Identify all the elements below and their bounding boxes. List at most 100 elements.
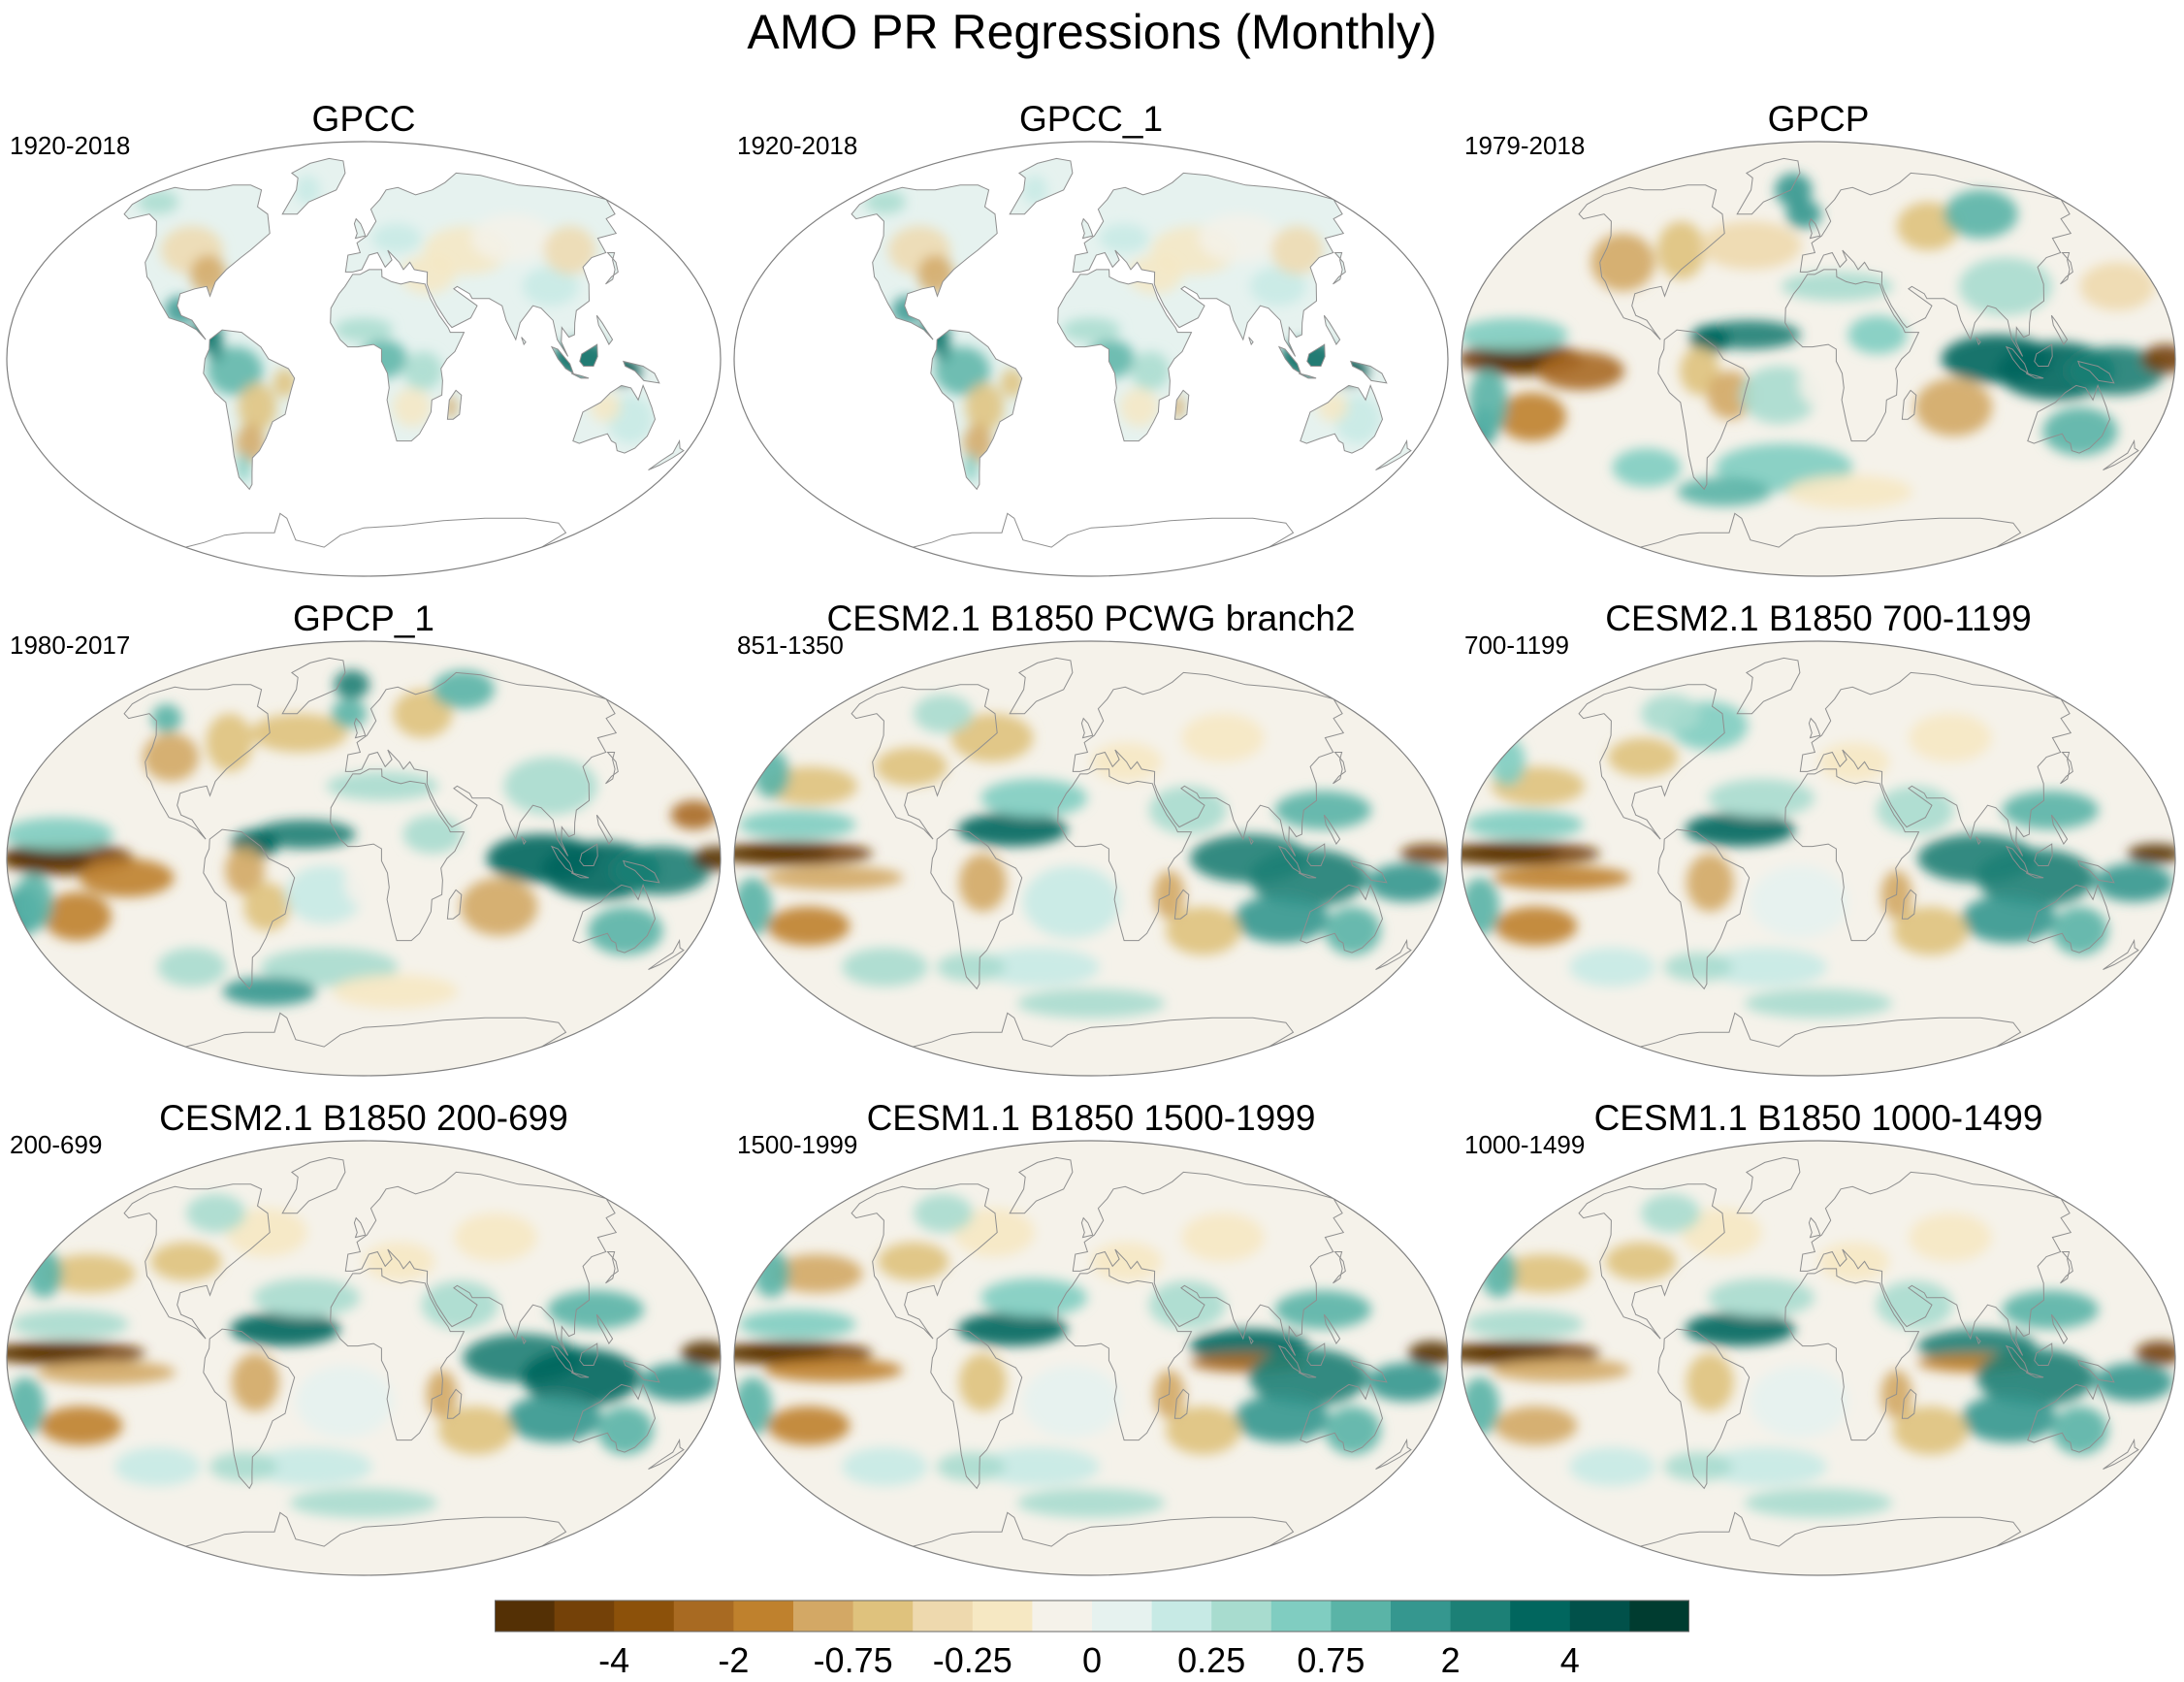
panel-cesm21a: CESM2.1 B1850 PCWG branch2 851-1350 [727,597,1455,1082]
field-anomaly [243,882,291,931]
map-cesm21b [1461,640,2176,1077]
field-anomaly [842,948,928,987]
coastline-sa [930,329,1023,491]
field-anomaly [1181,713,1265,762]
coastline-phil [2050,314,2069,346]
coastline-au [2027,883,2111,954]
field-anomaly [1706,1447,1827,1486]
coastline-sl [521,1336,527,1345]
coastline-phil [595,1313,614,1345]
field-anomaly [226,1208,307,1257]
field-anomaly [402,351,443,391]
field-anomaly [454,1213,537,1262]
field-anomaly [25,1249,63,1298]
field-anomaly [1896,202,1960,250]
colorbar-swatch [733,1601,794,1632]
field-anomaly [1461,1345,1561,1361]
colorbar-swatch [1569,1601,1630,1632]
coastline-sa [930,828,1023,990]
coastline-antarctica [913,1012,1295,1048]
colorbar-label: 0.25 [1177,1640,1246,1680]
coastline-af [1057,1268,1193,1441]
field-anomaly [1498,1254,1590,1293]
coastline-sa [203,1328,296,1490]
field-anomaly [2136,1341,2175,1366]
coastline-indo2 [1306,1342,1326,1366]
field-anomaly [1590,233,1655,292]
field-anomaly [979,1447,1100,1486]
map-field [851,158,1411,490]
coastline-mad [1173,389,1190,420]
colorbar-swatch [1450,1601,1511,1632]
coastline-sl [1248,337,1254,346]
field-anomaly [326,771,439,801]
field-anomaly [670,800,718,830]
coastline-java [2025,872,2044,879]
colorbar-label: 4 [1559,1640,1580,1680]
coastline-java [570,372,590,379]
coastline-au [572,1382,657,1453]
field-anomaly [936,953,1006,982]
coastline-java [570,1372,590,1378]
colorbar-label: 0.75 [1297,1640,1365,1680]
field-anomaly [7,817,113,852]
map-outline [1461,141,2176,577]
coastline-phil [595,314,614,346]
field-anomaly [79,858,175,897]
field-anomaly [460,877,538,936]
colorbar-swatch [1211,1601,1272,1632]
field-anomaly [738,1310,856,1340]
field-anomaly [765,865,904,890]
field-anomaly [953,1208,1035,1257]
map-field [734,641,1448,1076]
coastline-phil [595,814,614,846]
field-anomaly [2079,262,2155,311]
field-anomaly [334,317,394,342]
field-anomaly [392,387,432,427]
coastline-sl [521,337,527,346]
panel-period: 851-1350 [737,631,844,660]
field-anomaly [1496,392,1566,441]
colorbar-label: -0.75 [813,1640,893,1680]
field-anomaly [253,820,356,849]
coastline-af [330,269,466,442]
coastline-sl [1248,1336,1254,1345]
field-anomaly [934,332,951,362]
field-anomaly [402,815,463,854]
coastline-mad [1173,889,1190,920]
field-anomaly [186,1193,246,1233]
coastline-nz [2103,438,2139,470]
colorbar-frame [495,1600,1689,1633]
field-anomaly [2094,1363,2173,1402]
field-anomaly [44,1254,136,1293]
panel-period: 700-1199 [1464,631,1569,660]
field-anomaly [209,1452,278,1481]
field-anomaly [979,948,1100,987]
coastline-indo3 [2076,1359,2115,1383]
field-anomaly [237,453,251,482]
coastline-nz [648,438,685,470]
field-anomaly [1641,1193,1701,1233]
colorbar-swatch [972,1601,1033,1632]
field-anomaly [692,846,721,871]
coastline-gl [1736,657,1801,715]
field-anomaly [611,846,711,895]
field-anomaly [1909,713,1992,762]
map-field [7,641,721,1076]
field-anomaly [1461,317,1568,352]
map-gpcc [6,141,722,577]
coastline-indo3 [2076,859,2115,884]
field-anomaly [1166,906,1241,955]
coastline-sl [1975,337,1981,346]
field-anomaly [1537,351,1624,391]
coastline-af [1784,768,1920,942]
field-anomaly [503,757,597,816]
field-anomaly [1022,1365,1121,1439]
field-anomaly [1569,948,1655,987]
field-anomaly [1707,371,1754,420]
field-anomaly [421,1280,498,1330]
coastlines [851,157,1412,548]
field-anomaly [2002,791,2099,830]
field-anomaly [1656,221,1706,279]
coastline-indo2 [579,343,598,367]
